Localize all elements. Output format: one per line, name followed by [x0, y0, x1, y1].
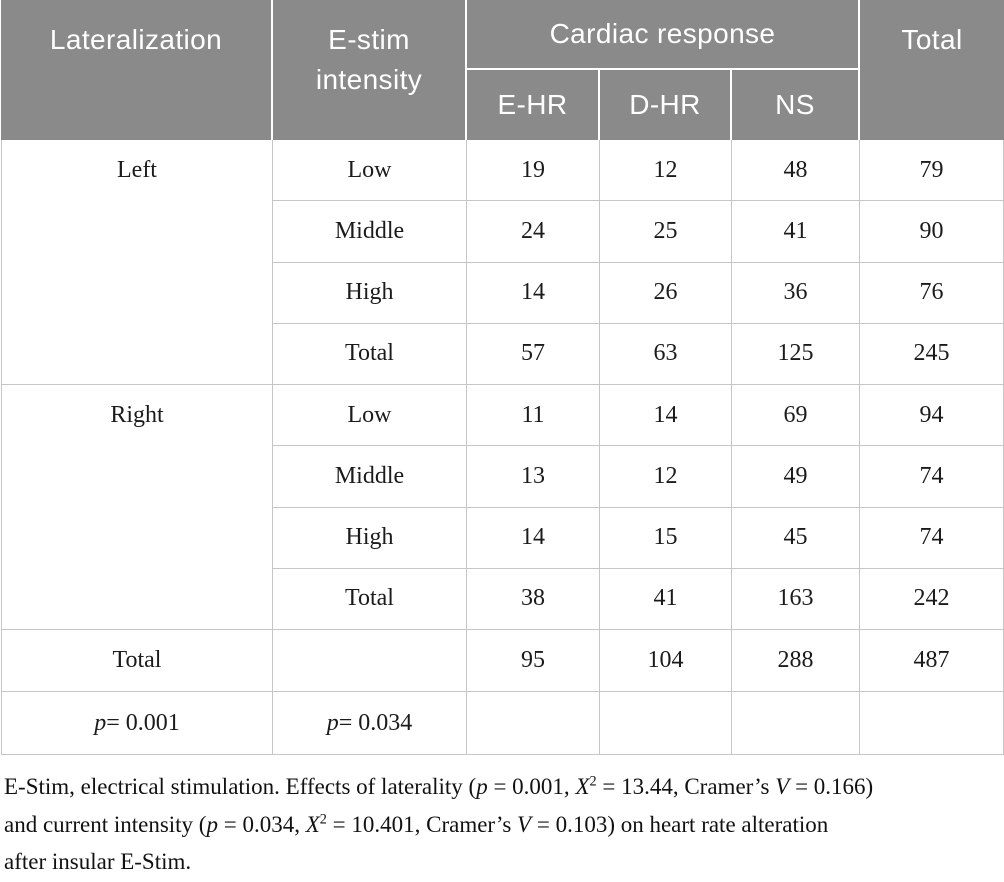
- cell-right-total-ns: 163: [732, 568, 860, 630]
- grand-total-ehr: 95: [467, 630, 600, 692]
- cell-right-low-dhr: 14: [600, 385, 732, 447]
- cell-left-low-dhr: 12: [600, 140, 732, 202]
- cell-right-total-ehr: 38: [467, 568, 600, 630]
- footnote-line-2: and current intensity (p = 0.034, X2 = 1…: [4, 810, 829, 837]
- cell-left-low-total: 79: [860, 140, 1004, 202]
- header-cell-e-hr: E-HR: [467, 70, 600, 140]
- cell-right-middle-ns: 49: [732, 446, 860, 508]
- group-label-right-text: Right: [110, 402, 164, 428]
- cell-right-middle-ehr: 13: [467, 446, 600, 508]
- cell-left-middle-total: 90: [860, 201, 1004, 263]
- header-cell-lateralization: Lateralization: [1, 0, 273, 140]
- cell-right-middle-total: 74: [860, 446, 1004, 508]
- grand-total-dhr: 104: [600, 630, 732, 692]
- cell-right-middle-dhr: 12: [600, 446, 732, 508]
- cell-right-total-total: 242: [860, 568, 1004, 630]
- cell-right-total-dhr: 41: [600, 568, 732, 630]
- p-row-empty-total: [860, 692, 1004, 755]
- cell-right-total-intensity: Total: [273, 568, 467, 630]
- header-cell-d-hr: D-HR: [600, 70, 732, 140]
- cell-left-total-total: 245: [860, 323, 1004, 385]
- cell-left-middle-intensity: Middle: [273, 201, 467, 263]
- grand-total-empty: [273, 630, 467, 692]
- table-footnote: E-Stim, electrical stimulation. Effects …: [0, 768, 1004, 881]
- cell-right-low-total: 94: [860, 385, 1004, 447]
- statistics-table: Lateralization E-stim intensity Cardiac …: [1, 0, 1004, 755]
- header-cell-total: Total: [860, 0, 1004, 140]
- cell-left-low-ns: 48: [732, 140, 860, 202]
- cell-right-low-ns: 69: [732, 385, 860, 447]
- cell-left-high-ns: 36: [732, 262, 860, 324]
- grand-total-total: 487: [860, 630, 1004, 692]
- table-grid: Lateralization E-stim intensity Cardiac …: [1, 0, 1004, 755]
- cell-left-total-intensity: Total: [273, 323, 467, 385]
- p-row-empty-ehr: [467, 692, 600, 755]
- cell-left-middle-dhr: 25: [600, 201, 732, 263]
- cell-right-low-intensity: Low: [273, 385, 467, 447]
- cell-left-total-ns: 125: [732, 323, 860, 385]
- cell-left-high-intensity: High: [273, 262, 467, 324]
- cell-right-high-total: 74: [860, 507, 1004, 569]
- cell-left-low-intensity: Low: [273, 140, 467, 202]
- cell-left-low-ehr: 19: [467, 140, 600, 202]
- cell-right-high-dhr: 15: [600, 507, 732, 569]
- group-label-left: Left: [1, 140, 273, 385]
- header-cell-cardiac-response: Cardiac response: [467, 0, 860, 70]
- p-row-empty-dhr: [600, 692, 732, 755]
- cell-left-total-ehr: 57: [467, 323, 600, 385]
- group-label-left-text: Left: [117, 157, 157, 183]
- grand-total-label: Total: [1, 630, 273, 692]
- p-value-intensity: p = 0.034: [273, 692, 467, 755]
- footnote-line-3: after insular E-Stim.: [4, 849, 192, 874]
- grand-total-ns: 288: [732, 630, 860, 692]
- cell-right-middle-intensity: Middle: [273, 446, 467, 508]
- cell-left-total-dhr: 63: [600, 323, 732, 385]
- cell-left-high-total: 76: [860, 262, 1004, 324]
- header-cell-ns: NS: [732, 70, 860, 140]
- footnote-line-1: E-Stim, electrical stimulation. Effects …: [4, 773, 874, 799]
- p-row-empty-ns: [732, 692, 860, 755]
- cell-left-high-ehr: 14: [467, 262, 600, 324]
- group-label-right: Right: [1, 385, 273, 630]
- cell-right-high-intensity: High: [273, 507, 467, 569]
- cell-right-low-ehr: 11: [467, 385, 600, 447]
- p-value-lateralization: p = 0.001: [1, 692, 273, 755]
- cell-right-high-ehr: 14: [467, 507, 600, 569]
- cell-right-high-ns: 45: [732, 507, 860, 569]
- cell-left-middle-ehr: 24: [467, 201, 600, 263]
- cell-left-middle-ns: 41: [732, 201, 860, 263]
- cell-left-high-dhr: 26: [600, 262, 732, 324]
- header-cell-estim-intensity: E-stim intensity: [273, 0, 467, 140]
